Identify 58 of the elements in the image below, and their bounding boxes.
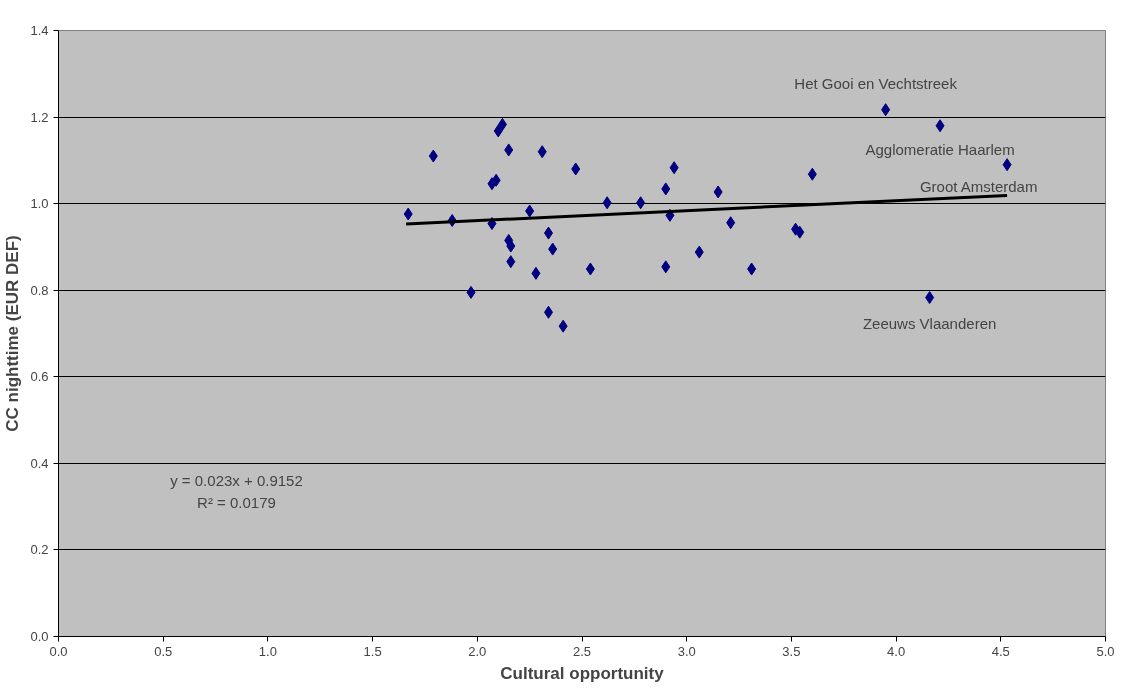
point	[504, 143, 514, 157]
annotation: Agglomeratie Haarlem	[865, 140, 1015, 158]
point	[807, 167, 817, 181]
y-tick-label: 0.6	[30, 369, 49, 385]
point	[669, 161, 679, 175]
y-tick-label: 0.4	[30, 455, 49, 471]
y-tick-label: 1.0	[30, 196, 49, 212]
point	[713, 185, 723, 199]
point	[525, 204, 535, 218]
point	[935, 119, 945, 133]
y-tick-label: 0.2	[30, 542, 49, 558]
point	[497, 117, 507, 131]
x-tick-label: 0.5	[154, 643, 173, 659]
annotation: R² = 0.0179	[197, 493, 276, 511]
x-tick-label: 2.5	[572, 643, 592, 659]
x-tick-label: 1.0	[258, 643, 277, 659]
annotation: Het Gooi en Vechtstreek	[794, 74, 958, 92]
point	[925, 291, 935, 305]
point	[602, 196, 612, 210]
point	[403, 207, 413, 221]
point	[506, 239, 516, 253]
point	[795, 225, 805, 239]
point	[506, 255, 516, 269]
x-tick-label: 5.0	[1096, 643, 1115, 659]
point	[466, 285, 476, 299]
x-tick-label: 3.0	[677, 643, 696, 659]
point	[1002, 158, 1012, 172]
x-tick-label: 3.5	[782, 643, 801, 659]
point	[747, 262, 757, 276]
x-tick-label: 1.5	[363, 643, 382, 659]
x-axis-title: Cultural opportunity	[500, 663, 665, 683]
point	[548, 242, 558, 256]
point	[537, 145, 547, 159]
y-tick-label: 1.4	[30, 23, 49, 38]
point	[694, 245, 704, 259]
y-axis-title: CC nighttime (EUR DEF)	[3, 235, 23, 432]
x-tick-label: 4.5	[991, 643, 1010, 659]
point	[661, 182, 671, 196]
annotation: y = 0.023x + 0.9152	[170, 472, 303, 490]
point	[493, 124, 503, 138]
point	[726, 216, 736, 230]
y-tick-label: 0.8	[30, 282, 49, 298]
point	[558, 319, 568, 333]
y-tick-label: 0.0	[30, 629, 49, 644]
x-tick-label: 4.0	[887, 643, 906, 659]
point	[531, 266, 541, 280]
x-tick-label: 2.0	[468, 643, 487, 659]
point	[661, 260, 671, 274]
point	[636, 196, 646, 210]
point	[881, 103, 891, 117]
annotation: Zeeuws Vlaanderen	[862, 314, 997, 332]
point	[571, 162, 581, 176]
point	[585, 262, 595, 276]
y-tick-label: 1.2	[30, 109, 49, 125]
point	[428, 149, 438, 163]
x-tick-label: 0.0	[49, 643, 68, 659]
point	[491, 173, 501, 187]
annotation: Groot Amsterdam	[919, 177, 1038, 195]
